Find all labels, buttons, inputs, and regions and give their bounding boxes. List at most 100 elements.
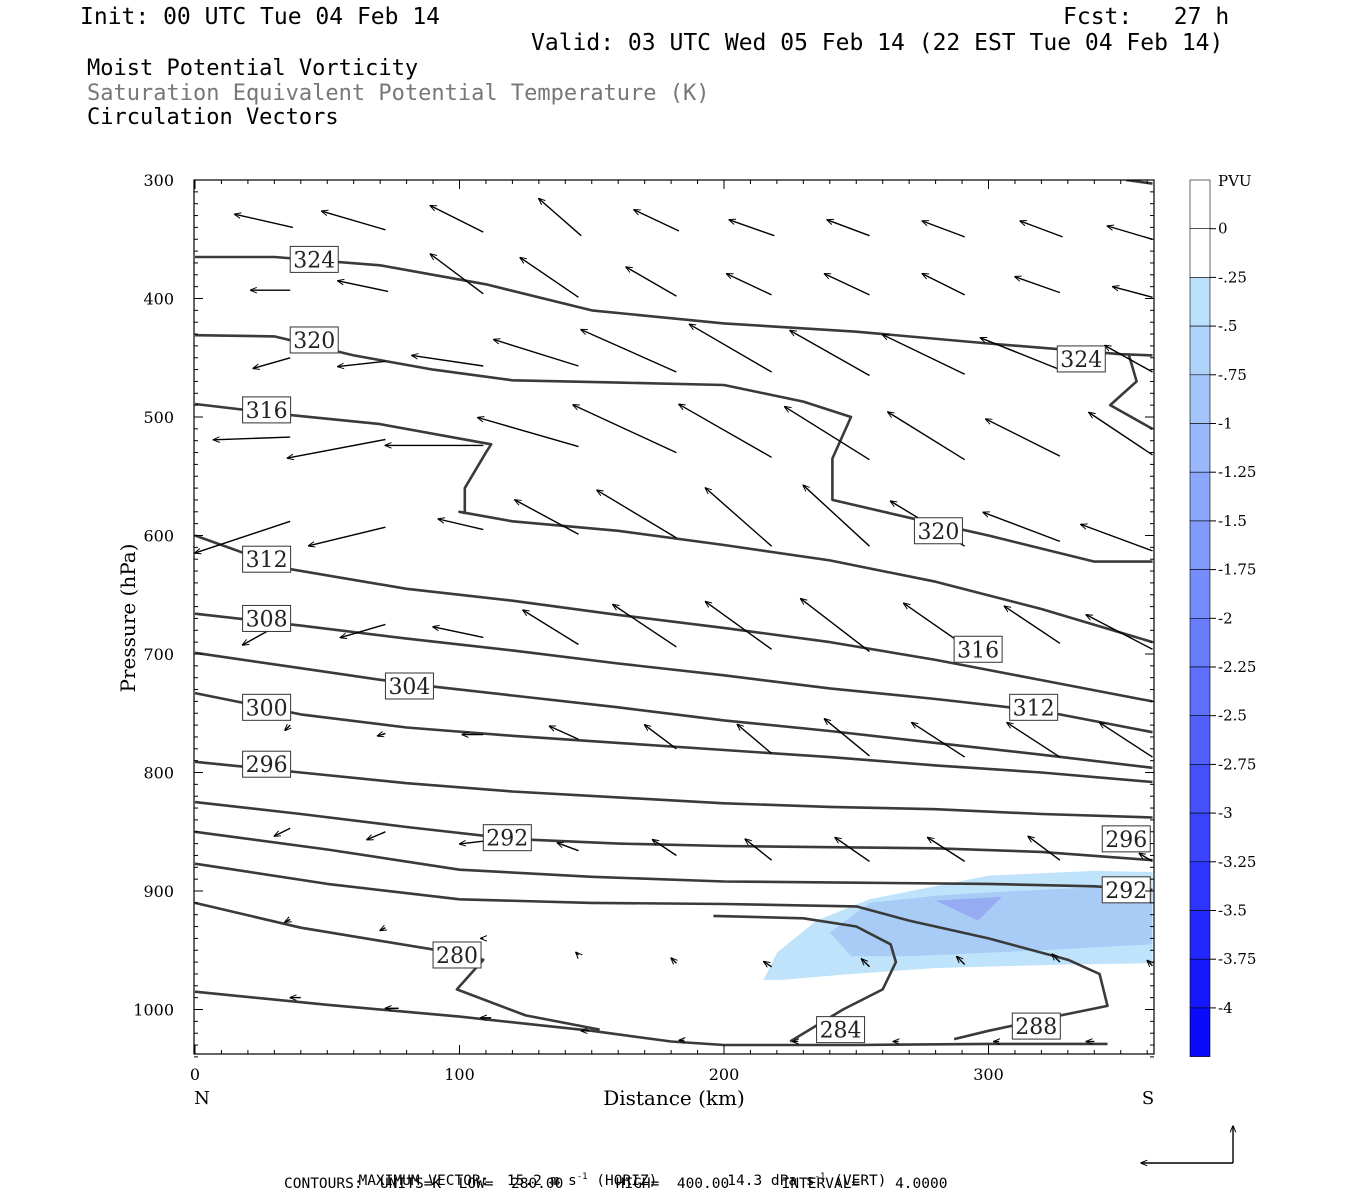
circulation-vector-20	[253, 357, 291, 369]
theta-contour-292-11	[194, 830, 1153, 892]
contour-label-box	[289, 326, 339, 354]
circulation-vector-7	[922, 221, 965, 238]
colorbar-box-10	[1189, 666, 1211, 717]
circulation-vector-61	[378, 733, 386, 736]
contour-label-text: 312	[1013, 696, 1055, 721]
circulation-vector-16	[824, 274, 870, 296]
pv-shade-1	[829, 887, 1153, 957]
contour-label-text: 320	[917, 520, 959, 545]
circulation-vector-73	[557, 843, 579, 852]
circulation-vector-44	[597, 490, 677, 539]
circulation-vector-64	[645, 725, 677, 750]
circulation-vector-11	[338, 281, 389, 293]
colorbar-box-1	[1189, 228, 1211, 278]
contour-label-text: 288	[1015, 1015, 1057, 1040]
circulation-vector-29	[1105, 346, 1153, 373]
y-tick-label: 400	[143, 290, 174, 309]
colorbar-label: 0	[1218, 220, 1228, 238]
circulation-vector-9	[1107, 226, 1153, 240]
circulation-vector-55	[705, 602, 773, 650]
contour-label-box	[242, 545, 292, 573]
colorbar-label: -2.75	[1218, 755, 1256, 773]
circulation-vector-21	[338, 360, 386, 366]
contour-label-320: 320	[289, 326, 339, 354]
colorbar-label: -3.75	[1218, 950, 1256, 968]
contour-label-text: 296	[246, 753, 288, 778]
contour-label-312: 312	[1009, 693, 1059, 721]
contour-label-box	[242, 604, 292, 632]
circulation-vector-23	[494, 340, 579, 367]
circulation-vector-18	[1015, 277, 1061, 294]
circulation-vector-36	[785, 407, 870, 461]
theta-contour-324-2	[1108, 353, 1154, 431]
contour-label-text: 320	[293, 329, 335, 354]
y-tick-label: 500	[143, 408, 174, 427]
circulation-vector-78	[1028, 836, 1061, 861]
circulation-vector-22	[412, 355, 484, 367]
colorbar-box-14	[1189, 861, 1211, 911]
contour-label-320: 320	[913, 517, 963, 545]
circulation-vector-35	[679, 404, 772, 458]
y-tick-label: 600	[143, 527, 174, 546]
contour-label-308: 308	[242, 604, 292, 632]
contour-label-316: 316	[953, 635, 1003, 663]
contour-label-box	[289, 245, 339, 273]
contour-label-box	[1011, 1012, 1061, 1040]
circulation-vector-41	[309, 526, 386, 546]
circulation-vector-74	[653, 840, 677, 857]
colorbar-label: -3.25	[1218, 853, 1256, 871]
y-tick-label: 300	[143, 171, 174, 190]
contour-label-312: 312	[242, 545, 292, 573]
x-tick-label: 200	[709, 1065, 740, 1084]
circulation-vector-79	[1139, 853, 1153, 862]
colorbar-box-8	[1189, 569, 1211, 619]
contour-label-box	[242, 396, 292, 424]
colorbar-box-0	[1189, 179, 1211, 230]
circulation-vector-49	[1081, 524, 1153, 552]
circulation-vector-4	[634, 210, 680, 232]
circulation-vector-5	[729, 220, 775, 237]
contour-label-text: 324	[1060, 348, 1102, 373]
theta-contour-284-14	[713, 914, 898, 1043]
contour-label-box	[1101, 876, 1151, 904]
contour-label-296: 296	[242, 750, 292, 778]
contour-label-text: 296	[1105, 828, 1147, 853]
circulation-vector-46	[803, 485, 870, 547]
colorbar-box-15	[1189, 910, 1211, 960]
circulation-vector-34	[573, 405, 677, 454]
circulation-vector-2	[430, 206, 484, 233]
circulation-vector-1	[322, 211, 386, 231]
circulation-vector-33	[478, 418, 579, 448]
colorbar-label: -2.5	[1218, 707, 1247, 725]
circulation-vector-15	[727, 274, 772, 296]
circulation-vector-43	[515, 500, 579, 535]
contour-label-text: 284	[820, 1019, 862, 1044]
title-thetae: Saturation Equivalent Potential Temperat…	[87, 81, 710, 106]
circulation-vector-45	[705, 488, 773, 547]
circulation-vector-12	[430, 254, 484, 295]
colorbar-label: -.5	[1218, 317, 1237, 335]
title-pv: Moist Potential Vorticity	[87, 56, 419, 81]
colorbar-box-16	[1189, 958, 1211, 1009]
circulation-vector-51	[340, 623, 386, 637]
x-tick-label: 100	[444, 1065, 475, 1084]
contour-label-box	[1101, 825, 1151, 853]
colorbar-box-6	[1189, 471, 1211, 522]
theta-contour-296-9	[194, 760, 1153, 819]
contour-label-288: 288	[1011, 1012, 1061, 1040]
colorbar-label: -3.5	[1218, 902, 1247, 920]
circulation-vector-26	[790, 331, 870, 377]
circulation-vector-42	[438, 519, 484, 531]
circulation-vector-65	[737, 724, 773, 755]
circulation-vector-86	[862, 959, 870, 968]
circulation-vector-30	[213, 437, 291, 440]
vert-unit: (VERT)	[834, 1172, 887, 1189]
circulation-vector-54	[613, 605, 677, 648]
circulation-vector-59	[1086, 615, 1153, 650]
circulation-vector-40	[195, 520, 291, 553]
y-tick-label: 1000	[133, 1001, 174, 1020]
circulation-vector-69	[1100, 723, 1153, 758]
colorbar-box-2	[1189, 277, 1211, 327]
circulation-vector-67	[912, 723, 966, 758]
contour-label-layer: 324 320 316 324 320 312 308 316 304 312 300 296 292 2…	[242, 245, 1151, 1044]
